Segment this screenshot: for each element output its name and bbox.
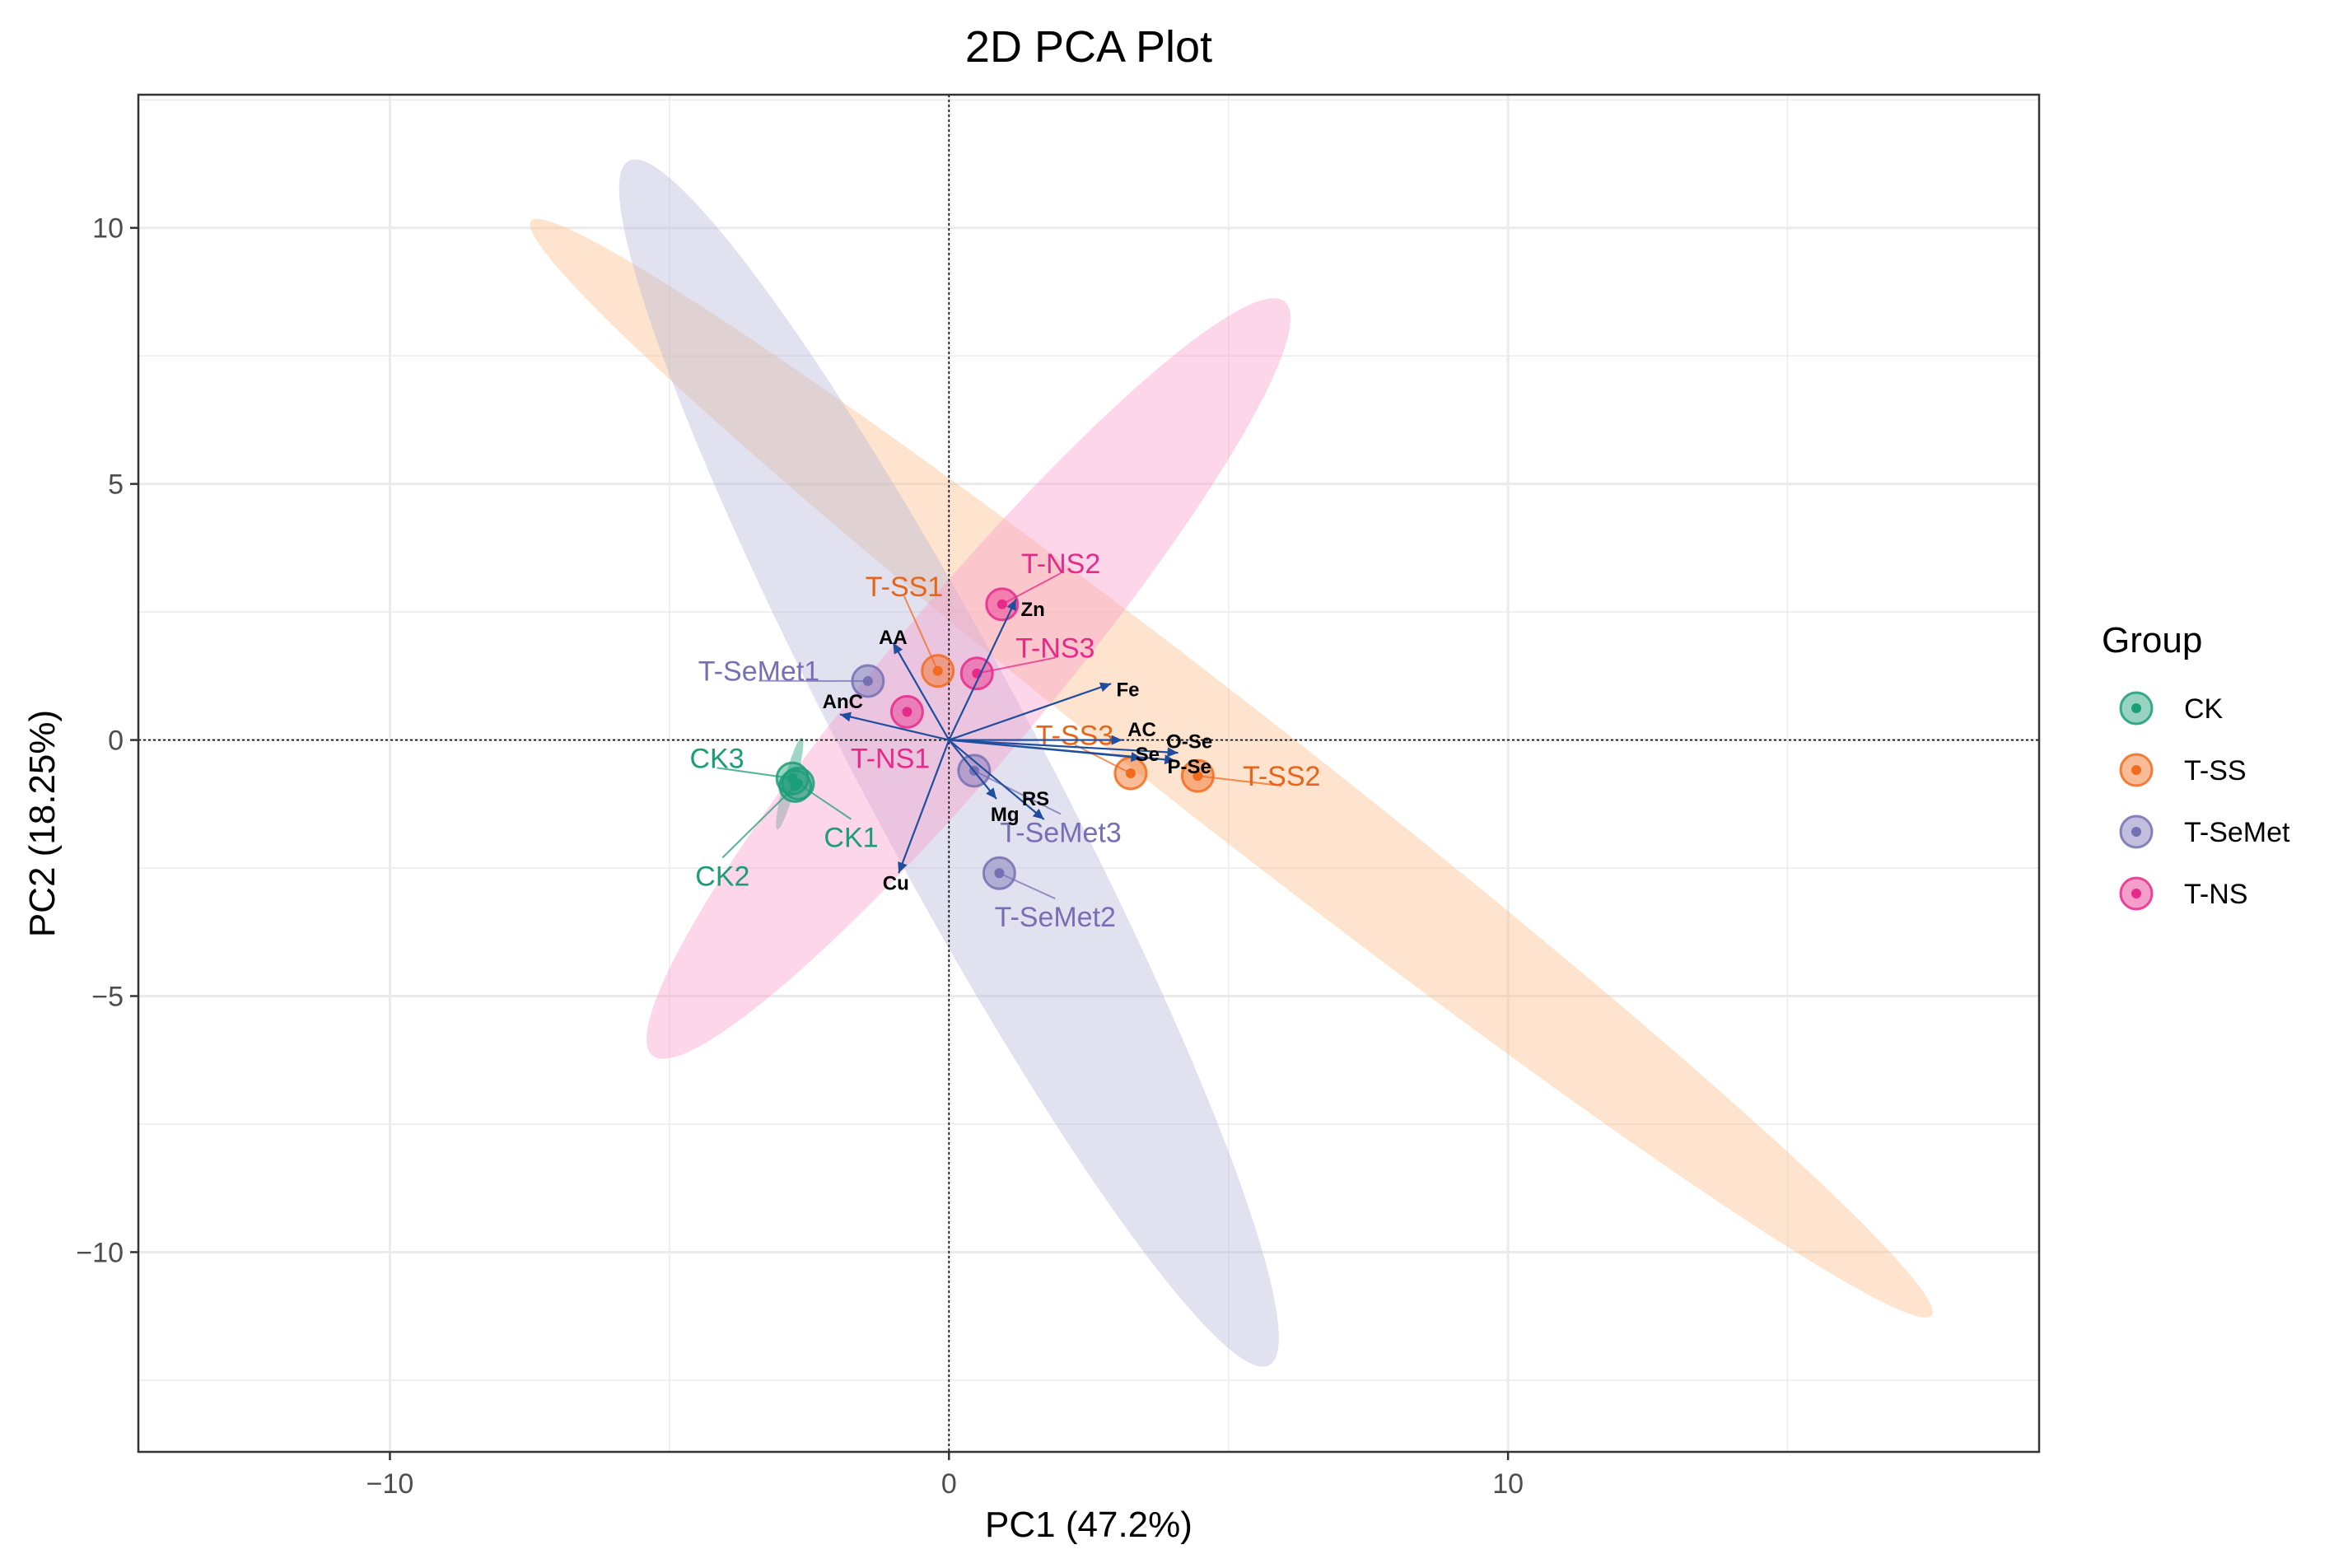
loading-label: P-Se bbox=[1168, 756, 1211, 778]
loading-label: AA bbox=[879, 627, 908, 649]
legend-label: CK bbox=[2184, 693, 2224, 725]
loading-label: AnC bbox=[823, 691, 863, 713]
sample-label: T-SS1 bbox=[866, 572, 943, 603]
sample-label: T-SS2 bbox=[1243, 761, 1320, 792]
loading-label: O-Se bbox=[1166, 730, 1212, 753]
loading-label: Fe bbox=[1117, 679, 1140, 702]
legend-label: T-SS bbox=[2184, 755, 2247, 786]
x-tick-label: 10 bbox=[1492, 1468, 1524, 1500]
x-tick-label: −10 bbox=[366, 1468, 414, 1500]
sample-label: T-NS2 bbox=[1021, 548, 1100, 580]
legend-label: T-NS bbox=[2184, 879, 2247, 910]
sample-label: T-SeMet2 bbox=[995, 902, 1116, 933]
loading-label: Mg bbox=[991, 804, 1020, 826]
loading-label: Zn bbox=[1020, 599, 1044, 621]
data-point-center bbox=[902, 707, 912, 716]
loading-label: RS bbox=[1022, 788, 1049, 810]
legend-key-center bbox=[2131, 827, 2141, 837]
loading-label: Cu bbox=[883, 873, 909, 895]
y-tick-label: 10 bbox=[92, 213, 124, 245]
legend-key-center bbox=[2131, 765, 2141, 775]
sample-label: CK2 bbox=[695, 861, 749, 892]
loading-label: AC bbox=[1127, 719, 1156, 741]
sample-label: T-NS1 bbox=[851, 743, 930, 774]
x-axis-title: PC1 (47.2%) bbox=[985, 1505, 1193, 1545]
chart-title: 2D PCA Plot bbox=[965, 22, 1212, 72]
sample-label: CK3 bbox=[690, 743, 744, 774]
legend-title: Group bbox=[2102, 620, 2202, 660]
y-tick-label: −5 bbox=[91, 982, 124, 1013]
y-tick-label: −10 bbox=[76, 1237, 124, 1268]
y-tick-label: 5 bbox=[108, 469, 124, 501]
legend-label: T-SeMet bbox=[2184, 817, 2290, 848]
sample-label: T-SeMet1 bbox=[698, 656, 819, 688]
legend-key-center bbox=[2131, 889, 2141, 898]
sample-label: T-NS3 bbox=[1015, 633, 1094, 665]
y-tick-label: 0 bbox=[108, 726, 124, 757]
x-tick-label: 0 bbox=[941, 1468, 957, 1500]
y-axis-title: PC2 (18.25%) bbox=[22, 710, 63, 937]
sample-label: CK1 bbox=[824, 823, 878, 854]
loading-label: Se bbox=[1136, 744, 1160, 766]
legend-key-center bbox=[2131, 703, 2141, 713]
